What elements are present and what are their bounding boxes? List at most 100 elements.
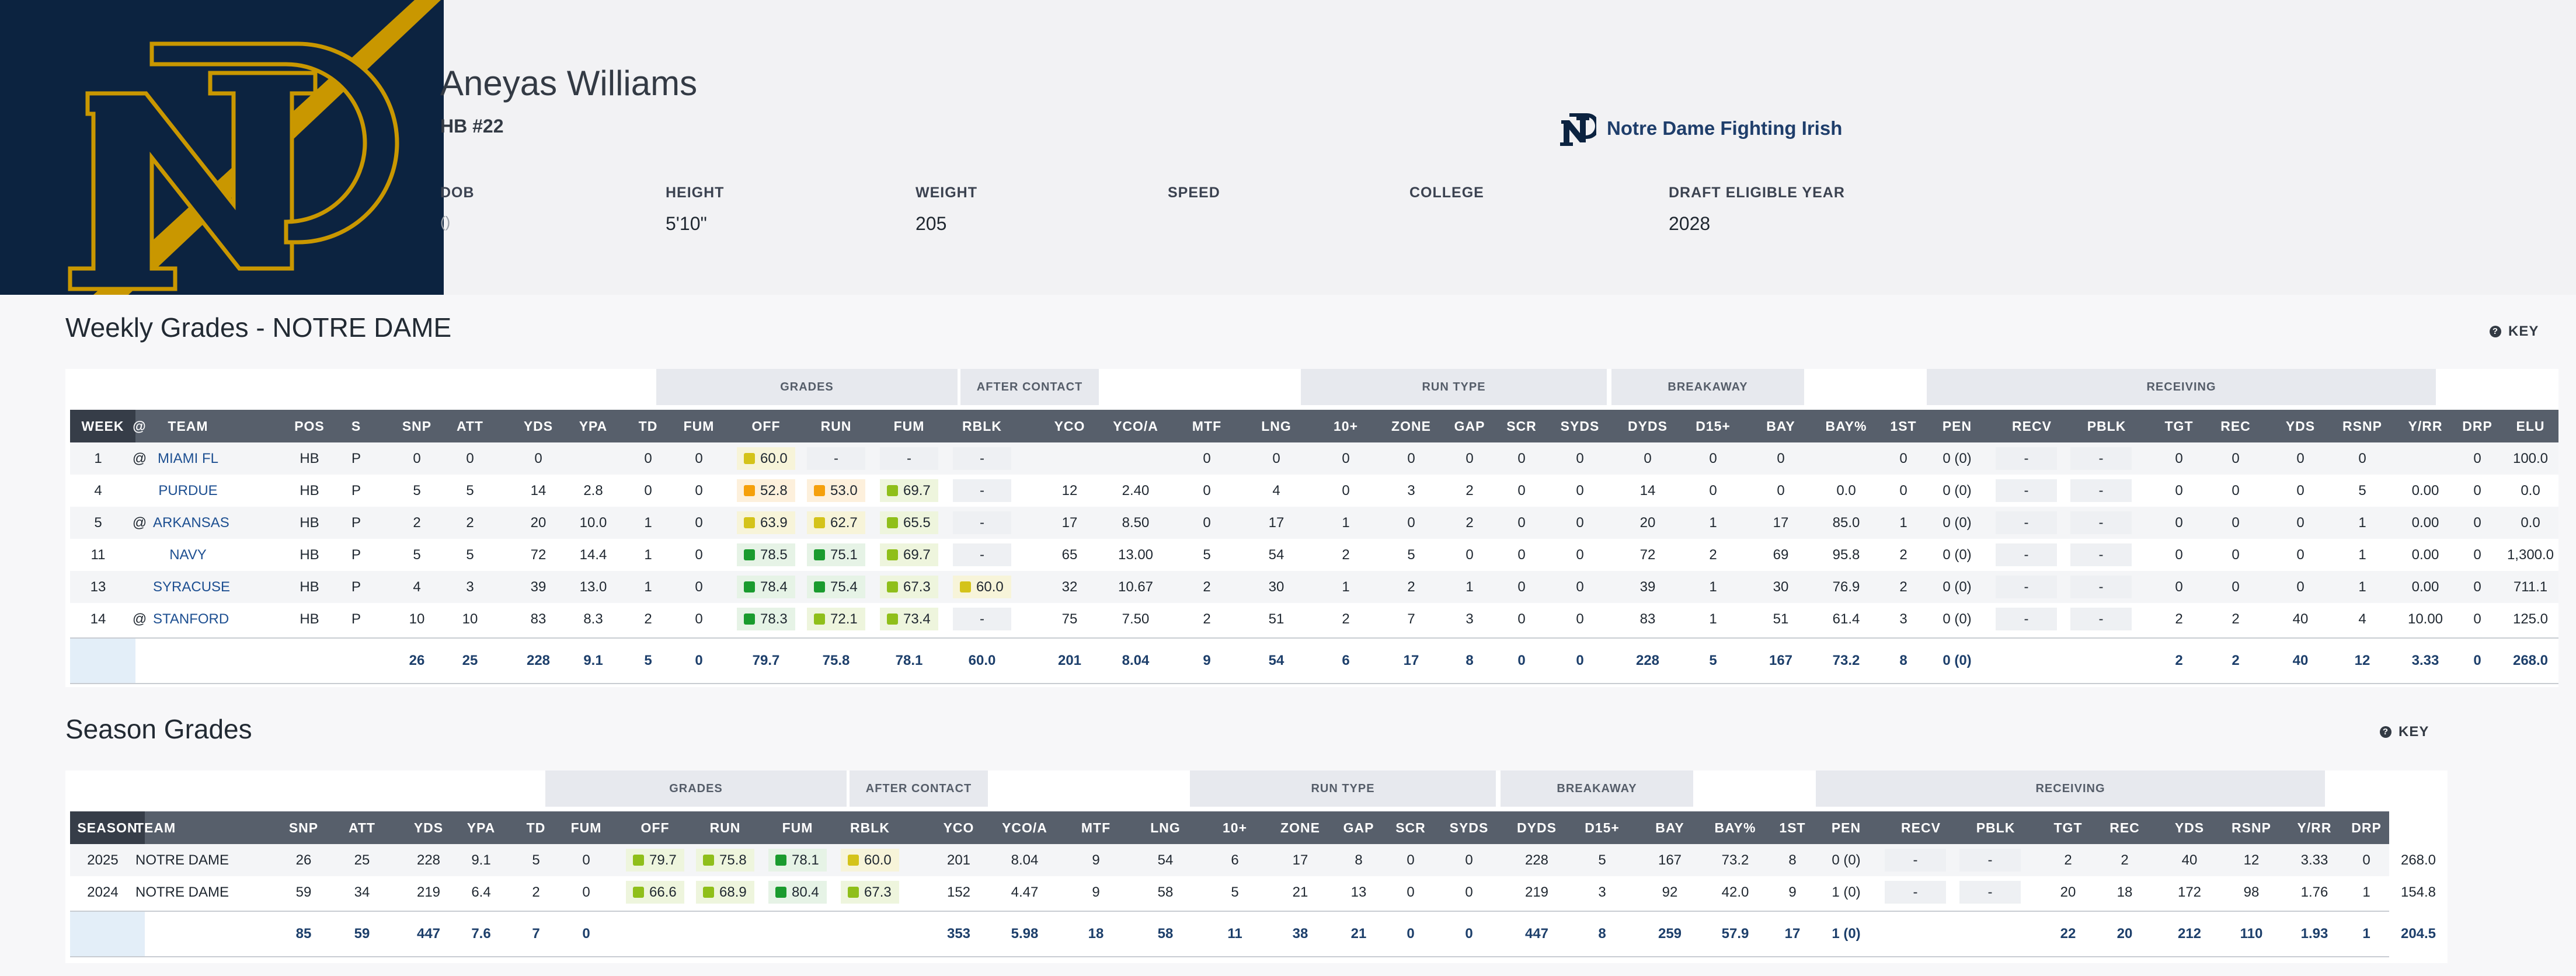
grade-cell[interactable]: 73.4 <box>880 608 938 630</box>
column-header-rblk[interactable]: RBLK <box>850 820 890 835</box>
grade-cell[interactable]: 75.8 <box>696 849 754 872</box>
column-header-d15-[interactable]: D15+ <box>1696 419 1731 434</box>
column-header-y-rr[interactable]: Y/RR <box>2297 820 2332 835</box>
column-header-ypa[interactable]: YPA <box>467 820 496 835</box>
column-header--[interactable]: @ <box>133 419 147 434</box>
column-header-bay-[interactable]: BAY% <box>1825 419 1867 434</box>
column-header-recv[interactable]: RECV <box>1901 820 1941 835</box>
grade-cell[interactable]: 69.7 <box>880 479 938 502</box>
column-header-run[interactable]: RUN <box>820 419 852 434</box>
column-header-1st[interactable]: 1ST <box>1779 820 1806 835</box>
column-header-rsnp[interactable]: RSNP <box>2232 820 2271 835</box>
column-header-bay[interactable]: BAY <box>1655 820 1684 835</box>
grade-cell[interactable]: 69.7 <box>880 543 938 566</box>
column-header-dyds[interactable]: DYDS <box>1628 419 1668 434</box>
column-header-tgt[interactable]: TGT <box>2053 820 2083 835</box>
grade-cell[interactable]: 78.3 <box>737 608 795 630</box>
column-header-rblk[interactable]: RBLK <box>962 419 1002 434</box>
column-header-ypa[interactable]: YPA <box>579 419 608 434</box>
grade-cell[interactable]: 78.4 <box>737 576 795 598</box>
grade-cell[interactable]: 62.7 <box>807 511 865 534</box>
grade-cell[interactable]: 75.4 <box>807 576 865 598</box>
column-header-mtf[interactable]: MTF <box>1081 820 1111 835</box>
grade-cell[interactable]: 65.5 <box>880 511 938 534</box>
grade-cell[interactable]: 63.9 <box>737 511 795 534</box>
grade-cell[interactable]: 78.1 <box>768 849 827 872</box>
column-header-bay[interactable]: BAY <box>1766 419 1795 434</box>
column-header-att[interactable]: ATT <box>348 820 375 835</box>
column-header-fum[interactable]: FUM <box>893 419 925 434</box>
column-header-lng[interactable]: LNG <box>1261 419 1292 434</box>
cell-team[interactable]: PURDUE <box>158 483 218 499</box>
column-header-fum[interactable]: FUM <box>570 820 602 835</box>
grade-cell[interactable]: 68.9 <box>696 881 754 904</box>
column-header-zone[interactable]: ZONE <box>1391 419 1431 434</box>
column-header-bay-[interactable]: BAY% <box>1714 820 1756 835</box>
column-header-td[interactable]: TD <box>526 820 546 835</box>
column-header-mtf[interactable]: MTF <box>1192 419 1222 434</box>
column-header-team[interactable]: TEAM <box>135 820 176 835</box>
column-header-off[interactable]: OFF <box>640 820 670 835</box>
grade-cell[interactable]: 60.0 <box>737 447 795 470</box>
grade-cell[interactable]: 80.4 <box>768 881 827 904</box>
weekly-key-button[interactable]: ? KEY <box>2490 323 2539 340</box>
column-header-y-rr[interactable]: Y/RR <box>2408 419 2443 434</box>
grade-cell[interactable]: 67.3 <box>841 881 899 904</box>
cell-team[interactable]: SYRACUSE <box>153 579 231 595</box>
grade-cell[interactable]: 79.7 <box>626 849 684 872</box>
column-header-week[interactable]: WEEK <box>70 410 135 442</box>
column-header-snp[interactable]: SNP <box>288 820 319 835</box>
column-header-rec[interactable]: REC <box>2220 419 2251 434</box>
column-header-scr[interactable]: SCR <box>1506 419 1537 434</box>
column-header-scr[interactable]: SCR <box>1395 820 1426 835</box>
column-header-team[interactable]: TEAM <box>168 419 208 434</box>
column-header-pblk[interactable]: PBLK <box>2087 419 2126 434</box>
column-header-drp[interactable]: DRP <box>2351 820 2382 835</box>
column-header-s[interactable]: S <box>351 419 361 434</box>
column-header-yco[interactable]: YCO <box>943 820 974 835</box>
cell-team[interactable]: STANFORD <box>153 611 229 627</box>
column-header-elu[interactable]: ELU <box>2404 820 2433 835</box>
column-header-td[interactable]: TD <box>638 419 658 434</box>
column-header-gap[interactable]: GAP <box>1454 419 1485 434</box>
grade-cell[interactable]: 67.3 <box>880 576 938 598</box>
grade-cell[interactable]: 60.0 <box>841 849 899 872</box>
column-header-rec[interactable]: REC <box>2109 820 2140 835</box>
column-header-yds[interactable]: YDS <box>523 419 554 434</box>
column-header-yds[interactable]: YDS <box>2174 820 2205 835</box>
column-header-fum[interactable]: FUM <box>782 820 813 835</box>
grade-cell[interactable]: 60.0 <box>953 576 1011 598</box>
column-header-yco-a[interactable]: YCO/A <box>1002 820 1047 835</box>
column-header-elu[interactable]: ELU <box>2516 419 2545 434</box>
grade-cell[interactable]: 52.8 <box>737 479 795 502</box>
cell-team[interactable]: MIAMI FL <box>157 451 218 466</box>
column-header-1st[interactable]: 1ST <box>1890 419 1917 434</box>
column-header-pen[interactable]: PEN <box>1831 820 1861 835</box>
season-key-button[interactable]: ? KEY <box>2380 724 2429 740</box>
grade-cell[interactable]: 78.5 <box>737 543 795 566</box>
cell-team[interactable]: ARKANSAS <box>153 515 229 531</box>
column-header-yco-a[interactable]: YCO/A <box>1113 419 1158 434</box>
column-header-dyds[interactable]: DYDS <box>1517 820 1557 835</box>
column-header-rsnp[interactable]: RSNP <box>2342 419 2382 434</box>
column-header-gap[interactable]: GAP <box>1343 820 1374 835</box>
team-link[interactable]: Notre Dame Fighting Irish <box>1560 110 1842 147</box>
column-header-att[interactable]: ATT <box>456 419 483 434</box>
column-header-pos[interactable]: POS <box>294 419 325 434</box>
column-header-yds[interactable]: YDS <box>413 820 444 835</box>
cell-team[interactable]: NAVY <box>169 547 207 563</box>
column-header-run[interactable]: RUN <box>709 820 741 835</box>
grade-cell[interactable]: 53.0 <box>807 479 865 502</box>
column-header-lng[interactable]: LNG <box>1150 820 1181 835</box>
grade-cell[interactable]: 75.1 <box>807 543 865 566</box>
column-header-snp[interactable]: SNP <box>402 419 432 434</box>
column-header-syds[interactable]: SYDS <box>1449 820 1489 835</box>
column-header-recv[interactable]: RECV <box>2012 419 2052 434</box>
column-header-drp[interactable]: DRP <box>2462 419 2493 434</box>
column-header-season[interactable]: SEASON <box>70 811 145 844</box>
grade-cell[interactable]: 72.1 <box>807 608 865 630</box>
column-header-tgt[interactable]: TGT <box>2164 419 2194 434</box>
column-header-10-[interactable]: 10+ <box>1333 419 1358 434</box>
column-header-pen[interactable]: PEN <box>1942 419 1972 434</box>
column-header-zone[interactable]: ZONE <box>1280 820 1320 835</box>
